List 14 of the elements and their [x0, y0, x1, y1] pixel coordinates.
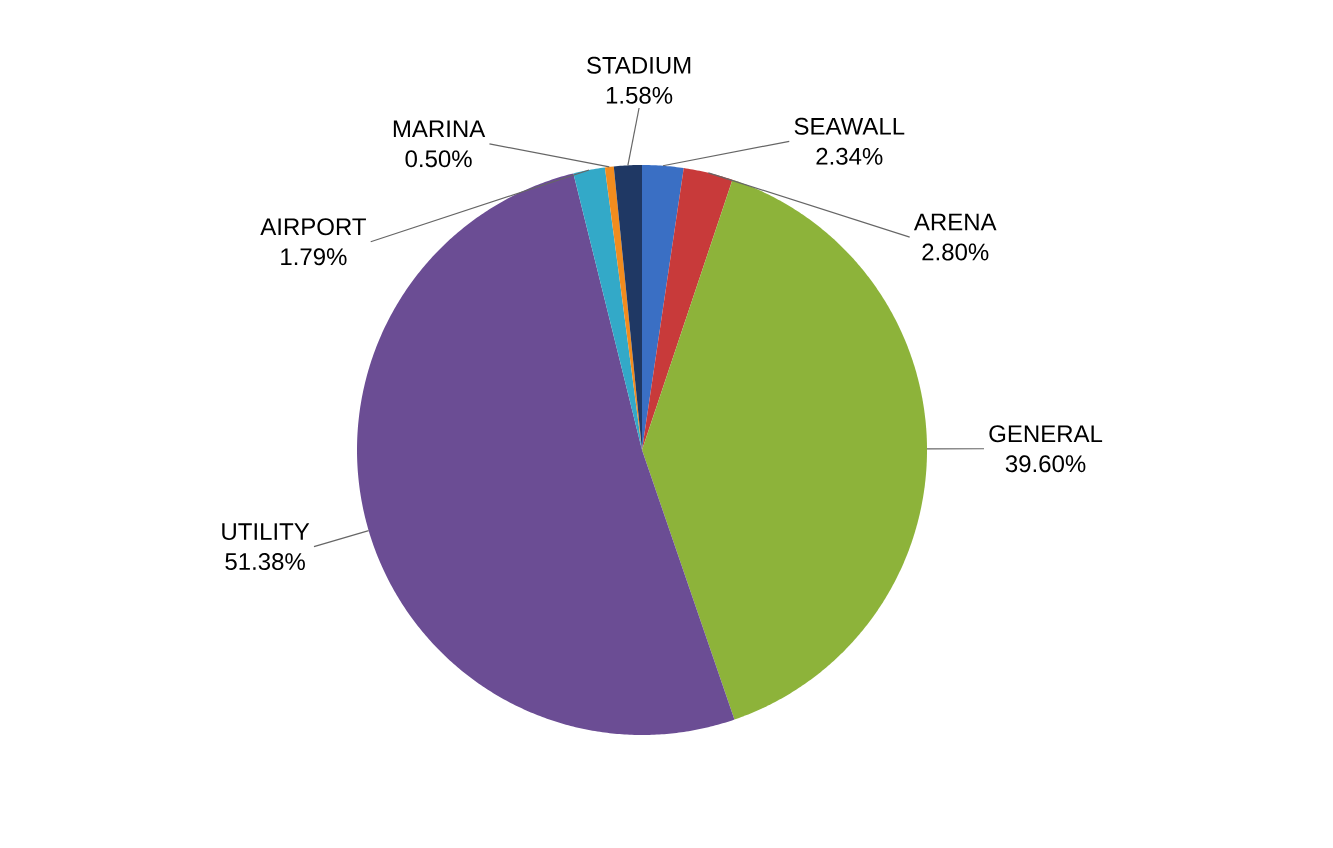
data-label: 1.79%	[281, 248, 347, 266]
slice-label: GENERAL	[989, 425, 1103, 443]
slice-label: UTILITY	[222, 523, 310, 541]
data-label: 51.38%	[225, 553, 305, 571]
data-label: 2.80%	[922, 243, 989, 261]
data-label: 0.50%	[405, 150, 472, 168]
slice-label: MARINA	[393, 120, 486, 138]
data-label: 1.58%	[606, 86, 673, 104]
data-label: 39.60%	[1005, 455, 1086, 473]
slice-label: AIRPORT	[260, 218, 366, 236]
data-label: 2.34%	[816, 147, 883, 165]
slice-label: STADIUM	[587, 56, 691, 74]
slice-label: SEAWALL	[794, 117, 905, 135]
slice-label: ARENA	[913, 213, 997, 231]
